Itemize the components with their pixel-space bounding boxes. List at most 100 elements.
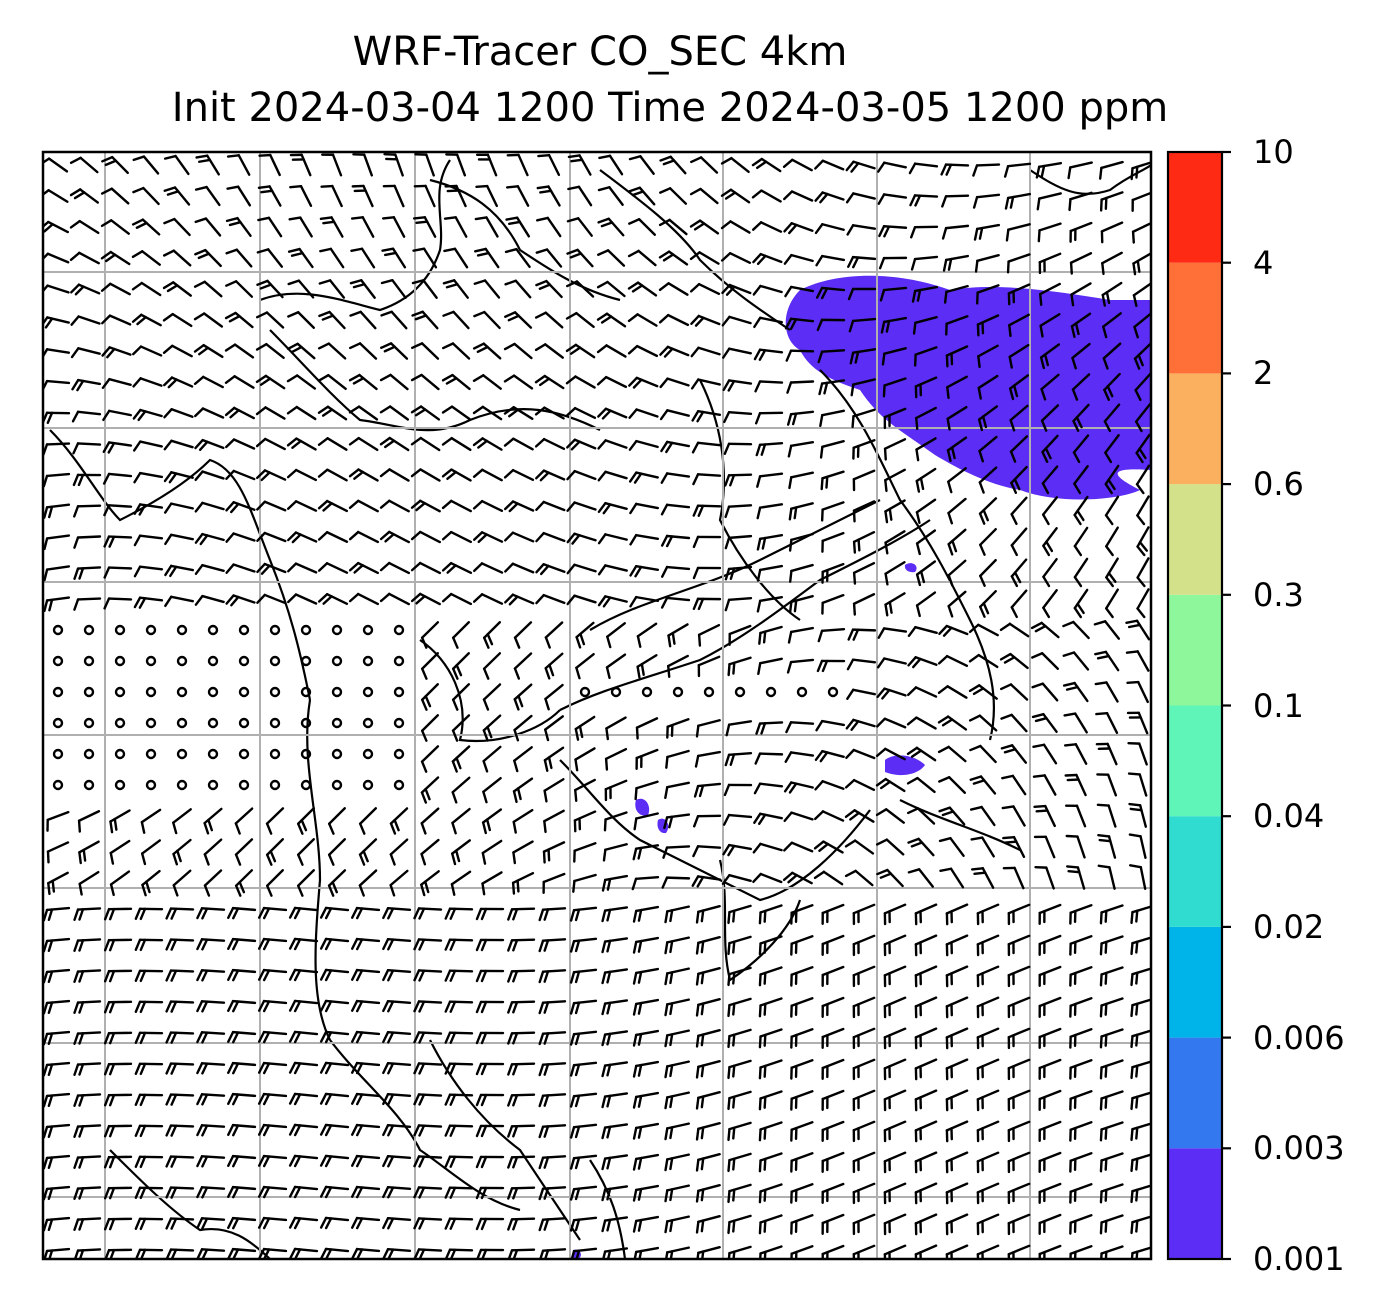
wind-barb — [288, 216, 313, 238]
wind-barb — [444, 1217, 474, 1230]
wind-barb — [754, 380, 784, 393]
wind-barb — [535, 248, 563, 268]
wind-barb — [758, 1121, 783, 1142]
wind-barb — [664, 1060, 690, 1079]
wind-barb — [1069, 935, 1093, 956]
wind-barb — [632, 1215, 660, 1233]
wind-barb — [816, 318, 846, 332]
wind-barb — [193, 312, 224, 328]
wind-barb — [413, 1124, 443, 1137]
wind-barb — [132, 155, 160, 175]
wind-barb — [821, 1151, 845, 1173]
wind-barb — [288, 1123, 319, 1137]
wind-barb — [350, 247, 376, 269]
calm-wind-circle — [238, 655, 250, 667]
wind-barb — [692, 597, 722, 611]
wind-barb — [196, 1217, 226, 1230]
colorbar-segment — [1168, 594, 1222, 706]
wind-barb — [852, 934, 876, 957]
wind-barb — [821, 965, 845, 987]
wind-barb — [751, 189, 782, 203]
wind-barb — [847, 255, 877, 269]
wind-barb — [946, 405, 968, 431]
wind-barb — [790, 935, 814, 956]
calm-wind-circle — [207, 686, 219, 698]
wind-barb — [420, 745, 440, 773]
wind-barb — [695, 1184, 721, 1203]
wind-barb — [382, 1217, 412, 1230]
wind-barb — [103, 1155, 133, 1169]
wind-barb — [47, 871, 69, 896]
wind-barb — [658, 313, 690, 327]
wind-barb — [907, 625, 938, 638]
wind-barb — [756, 595, 784, 613]
wind-barb — [100, 219, 130, 235]
wind-barb — [1010, 527, 1028, 557]
wind-barb — [821, 1027, 845, 1049]
colorbar-segment — [1168, 1037, 1222, 1149]
wind-barb — [538, 1155, 567, 1170]
wind-barb — [319, 906, 350, 920]
wind-barb — [538, 1000, 567, 1015]
wind-barb — [875, 747, 906, 761]
wind-barb — [379, 405, 410, 421]
wind-barb — [172, 838, 192, 866]
wind-barb — [379, 530, 410, 544]
wind-barb — [544, 683, 564, 711]
wind-barb — [628, 218, 657, 236]
wind-barb — [165, 1062, 195, 1075]
wind-barb — [722, 379, 753, 392]
wind-barb — [790, 1183, 814, 1204]
wind-barb — [451, 745, 471, 773]
calm-wind-circle — [145, 624, 157, 636]
wind-barb — [790, 1059, 814, 1080]
wind-barb — [1032, 774, 1057, 796]
wind-barb — [937, 685, 968, 699]
wind-barb — [134, 1093, 164, 1107]
calm-wind-circle — [238, 624, 250, 636]
wind-barb — [846, 688, 876, 700]
wind-barb — [819, 439, 845, 459]
wind-barb — [601, 937, 629, 954]
wind-barb — [601, 1216, 629, 1233]
wind-barb — [666, 718, 690, 739]
wind-barb — [1004, 192, 1032, 210]
wind-barb — [1007, 1120, 1031, 1143]
wind-barb — [758, 1183, 783, 1204]
wind-barb — [413, 907, 443, 920]
wind-barb — [382, 938, 412, 951]
calm-wind-circle — [238, 686, 250, 698]
wind-barb — [1065, 834, 1086, 859]
wind-barb — [658, 218, 688, 236]
wind-barb — [689, 251, 720, 265]
wind-barb — [474, 216, 499, 238]
wind-barb — [692, 566, 722, 580]
calm-wind-circle — [393, 686, 405, 698]
wind-barb — [1102, 342, 1122, 370]
wind-barb — [1134, 403, 1151, 433]
wind-barb — [664, 1246, 690, 1259]
wind-barb — [978, 466, 998, 494]
calm-wind-circle — [734, 686, 746, 698]
wind-barb — [970, 867, 995, 889]
wind-barb — [692, 473, 722, 486]
wind-barb — [569, 1092, 598, 1108]
wind-barb — [852, 1244, 876, 1259]
wind-barb — [535, 531, 566, 543]
wind-barb — [134, 938, 164, 952]
wind-barb — [414, 153, 435, 177]
wind-barb — [381, 216, 406, 238]
wind-barb — [567, 185, 593, 207]
wind-barb — [727, 1121, 752, 1142]
wind-barb — [379, 436, 410, 452]
calm-wind-circle — [393, 717, 405, 729]
wind-barb — [234, 838, 254, 866]
wind-barb — [451, 807, 471, 835]
wind-barb — [690, 156, 719, 174]
colorbar-tick-label: 0.003 — [1253, 1129, 1345, 1168]
wind-barb — [348, 468, 379, 482]
wind-barb — [756, 503, 784, 520]
wind-barb — [1063, 712, 1088, 734]
wind-barb — [256, 500, 287, 512]
wind-barb — [534, 374, 565, 390]
